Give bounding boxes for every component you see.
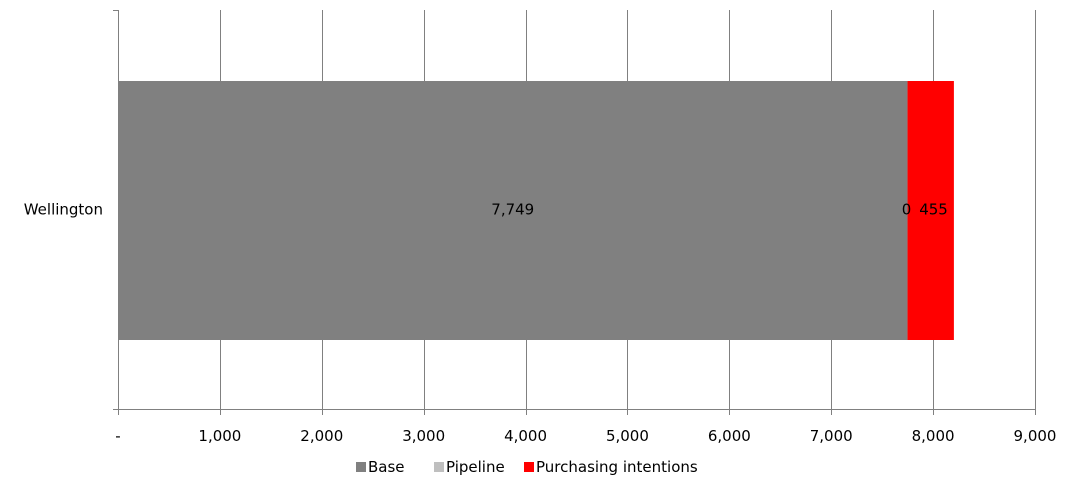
- category-label: Wellington: [24, 201, 103, 219]
- x-tick-label: 3,000: [402, 427, 445, 445]
- data-label-base: 7,749: [491, 201, 534, 219]
- legend-label-purchasing-intentions: Purchasing intentions: [536, 458, 698, 476]
- x-tick-label: 8,000: [912, 427, 955, 445]
- x-tick-label: 6,000: [708, 427, 751, 445]
- x-tick-label: 2,000: [300, 427, 343, 445]
- bar-segment-purchasing-intentions: [907, 81, 954, 340]
- legend-swatch-pipeline: [434, 462, 444, 472]
- x-tick-label: 1,000: [198, 427, 241, 445]
- x-tick-label: 9,000: [1014, 427, 1057, 445]
- bars: [118, 81, 954, 340]
- x-tick-label: 7,000: [810, 427, 853, 445]
- legend-swatch-purchasing-intentions: [524, 462, 534, 472]
- data-labels: 7,749 0 455: [491, 201, 948, 219]
- legend-swatch-base: [356, 462, 366, 472]
- y-axis-category-labels: Wellington: [24, 201, 103, 219]
- data-label-pipeline: 0: [902, 201, 912, 219]
- x-tick-label: 4,000: [504, 427, 547, 445]
- data-label-purchasing-intentions: 455: [919, 201, 948, 219]
- x-axis-tick-labels: - 1,000 2,000 3,000 4,000 5,000 6,000 7,000 8,00…: [115, 427, 1056, 445]
- bar-segment-base: [118, 81, 908, 340]
- x-tick-label: -: [115, 427, 120, 445]
- legend-label-base: Base: [368, 458, 405, 476]
- legend-label-pipeline: Pipeline: [446, 458, 505, 476]
- x-tick-label: 5,000: [606, 427, 649, 445]
- axes: [113, 10, 1036, 415]
- legend: Base Pipeline Purchasing intentions: [356, 458, 698, 476]
